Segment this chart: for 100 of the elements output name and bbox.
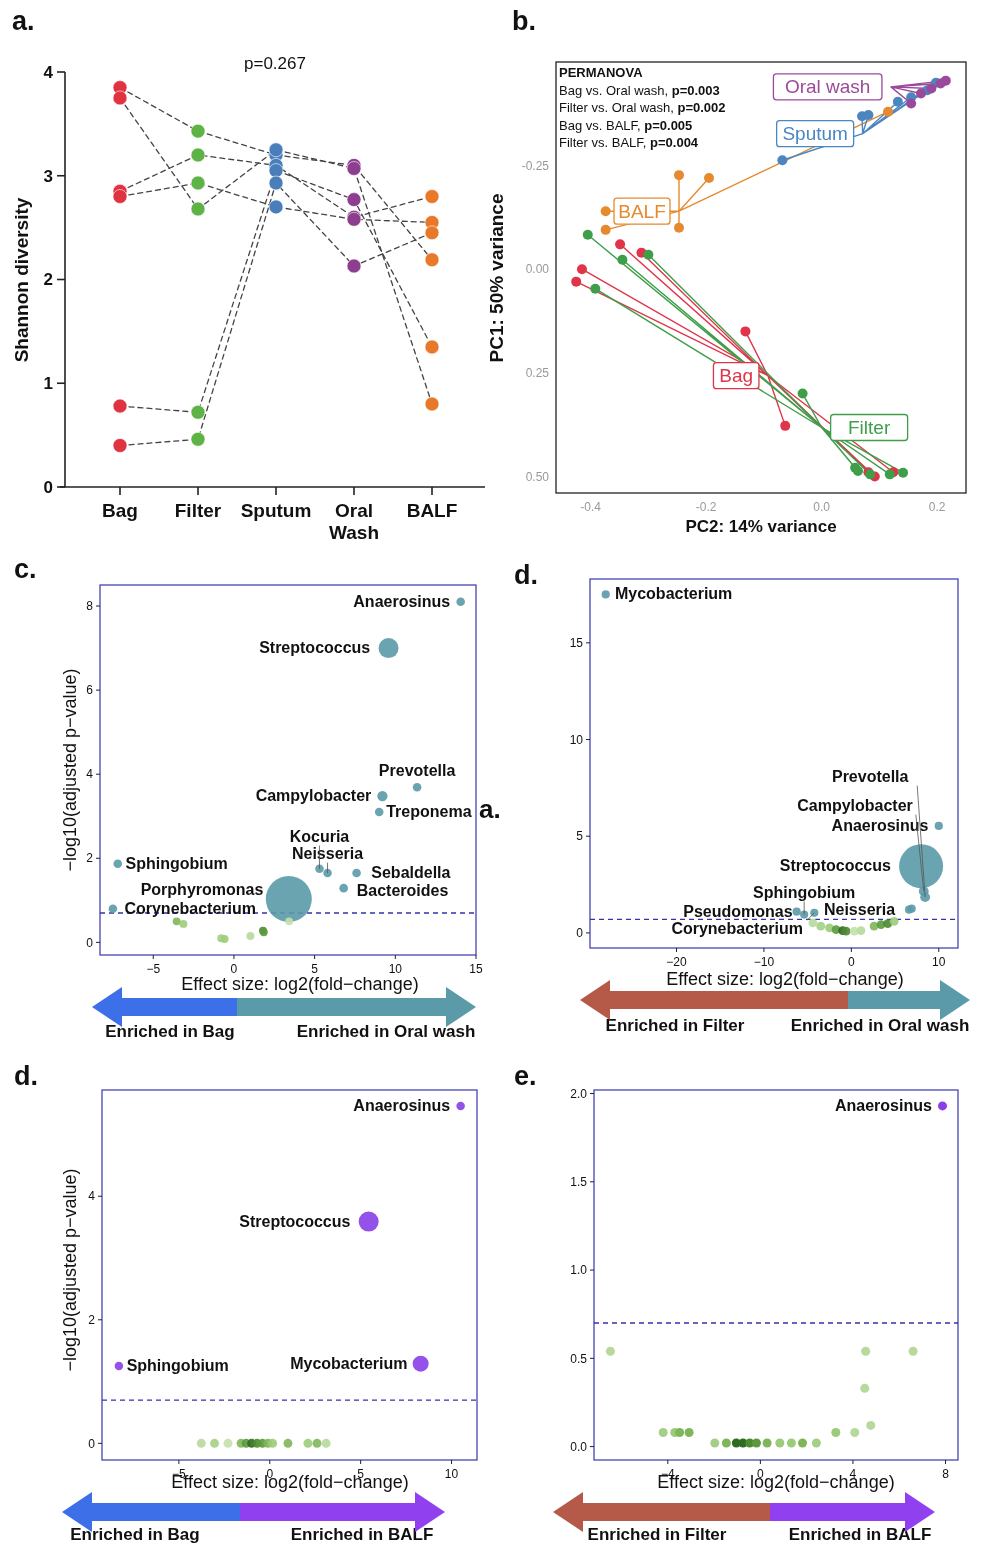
y-tick-label: 4 [43, 62, 54, 82]
y-tick-label: 1.0 [570, 1263, 588, 1278]
y-axis-title: PC1: 50% variance [486, 193, 507, 363]
y-tick-label: 1.5 [570, 1174, 588, 1189]
text: Enriched in Bag [70, 1525, 200, 1544]
y-tick-label: 5 [576, 829, 584, 844]
y-tick-label: 0 [86, 935, 94, 950]
y-tick-label: 6 [86, 683, 94, 698]
text: Enriched in Oral wash [790, 1016, 970, 1035]
annotation: Anaerosinus [353, 592, 451, 610]
x-tick-label: −5 [146, 962, 161, 976]
annotation: Bacteroides [356, 882, 449, 900]
series-label: Filter [848, 417, 891, 439]
x-tick-label: 0.2 [928, 500, 946, 514]
x-tick-label: 10 [932, 955, 946, 969]
annotation: Bag vs. BALF, p=0.005 [559, 117, 693, 133]
x-tick-label: BALF [406, 500, 458, 521]
text: Enriched in BALF [290, 1525, 434, 1544]
x-tick-label: −10 [753, 955, 775, 969]
y-tick-label: 2 [86, 851, 94, 866]
chart-title: d. [14, 1061, 38, 1091]
series-label: Oral wash [784, 76, 871, 98]
annotation: Neisseria [823, 900, 896, 918]
x-tick-label: 0 [848, 955, 856, 969]
annotation: p=0.267 [244, 54, 306, 73]
x-tick-label: −20 [666, 955, 688, 969]
annotation: Kocuria [289, 828, 350, 845]
text: Enriched in Oral wash [296, 1022, 476, 1041]
annotation: Anaerosinus [831, 816, 929, 834]
text: Enriched in Filter [605, 1016, 745, 1035]
y-tick-label: 2 [88, 1312, 96, 1327]
text: Enriched in Filter [587, 1525, 727, 1544]
annotation: Sphingobium [125, 854, 228, 872]
y-axis-title: −log10(adjusted p−value) [60, 1168, 80, 1372]
y-tick-label: 0.25 [525, 366, 550, 381]
y-tick-label: 1 [43, 374, 53, 394]
text: Enriched in Bag [105, 1022, 235, 1041]
x-tick-label: -0.4 [580, 500, 602, 514]
y-tick-label: 0.50 [525, 469, 550, 484]
chart-title: d. [514, 560, 538, 590]
x-tick-label: 10 [444, 1467, 459, 1481]
y-tick-label: 0.00 [525, 262, 550, 277]
annotation: Streptococcus [779, 857, 891, 875]
annotation: Campylobacter [255, 787, 372, 805]
x-axis-title: Effect size: log2(fold−change) [666, 969, 904, 989]
y-tick-label: 4 [86, 767, 94, 782]
y-tick-label: 0.5 [570, 1351, 588, 1366]
annotation: Sebaldella [371, 864, 451, 882]
x-tick-label: 15 [469, 962, 483, 976]
y-tick-label: 10 [569, 732, 584, 747]
annotation: Pseudomonas [683, 902, 793, 920]
annotation: Bag vs. Oral wash, p=0.003 [559, 82, 720, 98]
annotation: Corynebacterium [124, 899, 257, 917]
annotation: Anaerosinus [353, 1097, 451, 1115]
y-tick-label: 8 [86, 599, 94, 614]
x-axis-title: PC2: 14% variance [685, 517, 837, 536]
annotation: Sphingobium [753, 883, 856, 901]
annotation: Campylobacter [797, 797, 913, 815]
x-tick-label: Filter [174, 500, 222, 521]
x-tick-label: 10 [388, 962, 403, 976]
annotation: Anaerosinus [834, 1096, 932, 1114]
annotation: Treponema [386, 803, 472, 821]
text: a. [479, 794, 501, 824]
annotation: Sphingobium [126, 1357, 229, 1375]
chart-title: b. [512, 6, 536, 36]
annotation: Porphyromonas [140, 881, 264, 899]
annotation: Filter vs. Oral wash, p=0.002 [559, 100, 726, 115]
annotation: Corynebacterium [671, 919, 803, 937]
y-tick-label: 2.0 [570, 1086, 588, 1101]
y-tick-label: 0.0 [570, 1439, 588, 1454]
chart-title: a. [12, 6, 35, 36]
y-tick-label: 15 [569, 636, 584, 651]
x-tick-label: 0.0 [813, 500, 831, 514]
annotation: Mycobacterium [290, 1354, 408, 1372]
series-label: BALF [618, 200, 666, 222]
annotation: Streptococcus [259, 639, 371, 657]
chart-title: c. [14, 554, 37, 584]
y-axis-title: Shannon diversity [11, 197, 32, 363]
x-tick-label: Bag [102, 500, 138, 521]
x-tick-label: Sputum [240, 500, 312, 521]
annotation: Prevotella [378, 762, 456, 780]
y-tick-label: 3 [43, 166, 53, 186]
x-tick-label: 5 [311, 962, 319, 976]
annotation: Filter vs. BALF, p=0.004 [559, 135, 699, 150]
annotation: Streptococcus [239, 1212, 351, 1230]
x-axis-title: Effect size: log2(fold−change) [181, 974, 419, 994]
y-tick-label: 0 [576, 926, 584, 941]
x-tick-label: -0.2 [695, 500, 717, 514]
series-label: Bag [719, 365, 754, 387]
x-tick-label: 0 [230, 962, 238, 976]
chart-title: e. [514, 1061, 537, 1091]
y-tick-label: 2 [43, 270, 53, 290]
text: Enriched in BALF [788, 1525, 932, 1544]
y-tick-label: -0.25 [521, 158, 550, 173]
annotation: PERMANOVA [559, 65, 644, 80]
x-tick-label: Oral Wash [329, 500, 379, 543]
y-tick-label: 4 [88, 1189, 96, 1204]
y-axis-title: −log10(adjusted p−value) [60, 668, 80, 872]
annotation: Mycobacterium [614, 585, 733, 603]
y-tick-label: 0 [43, 477, 53, 497]
